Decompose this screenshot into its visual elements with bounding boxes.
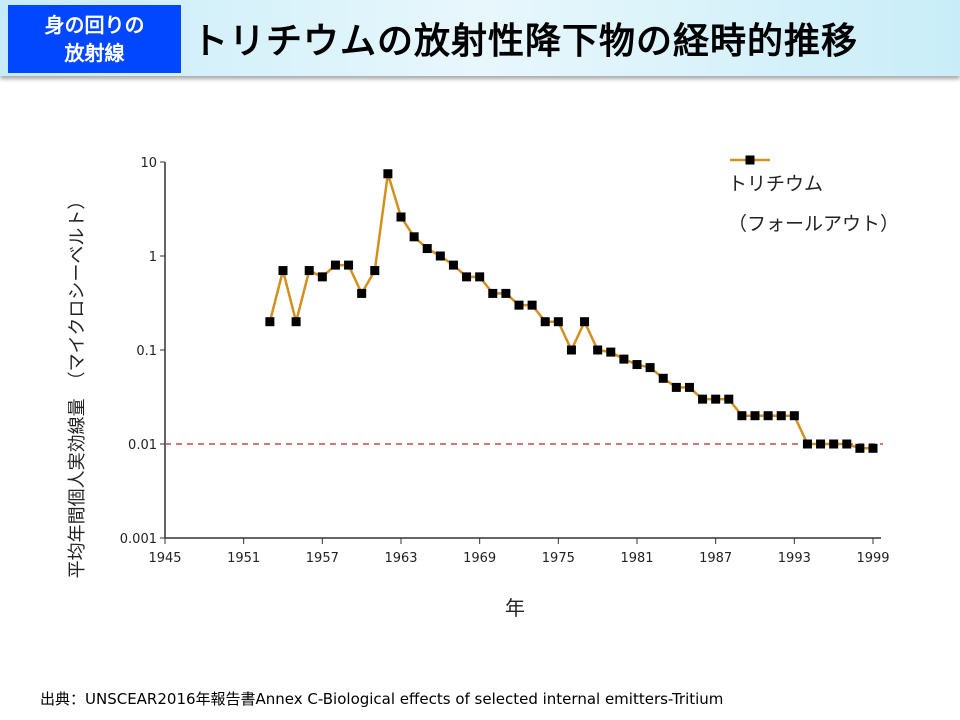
data-point (383, 169, 393, 179)
x-tick-label: 1969 (463, 551, 496, 566)
data-point (593, 345, 603, 355)
y-tick-label: 0.1 (136, 344, 157, 359)
data-point (566, 345, 576, 355)
data-point (802, 439, 812, 449)
data-point (409, 232, 419, 242)
data-point (763, 411, 773, 421)
page-title: トリチウムの放射性降下物の経時的推移 (192, 21, 859, 62)
data-point (737, 411, 747, 421)
data-point (606, 347, 616, 357)
data-point (265, 317, 275, 327)
x-tick-label: 1993 (778, 551, 811, 566)
data-point (462, 272, 472, 282)
data-point (619, 354, 629, 364)
data-point (317, 272, 327, 282)
data-point (344, 260, 354, 270)
x-tick-label: 1987 (699, 551, 732, 566)
header-bar: 身の回りの 放射線 トリチウムの放射性降下物の経時的推移 (0, 0, 960, 76)
data-point (330, 260, 340, 270)
data-point (684, 382, 694, 392)
data-point (776, 411, 786, 421)
data-point (396, 212, 406, 222)
data-point (829, 439, 839, 449)
data-point (448, 260, 458, 270)
x-tick-label: 1957 (306, 551, 339, 566)
badge-line2: 放射線 (64, 41, 125, 65)
data-point (789, 411, 799, 421)
legend-label-sub: （フォールアウト） (728, 213, 899, 235)
data-point (304, 266, 314, 276)
x-tick-label: 1999 (856, 551, 889, 566)
data-point (475, 272, 485, 282)
data-point (750, 411, 760, 421)
data-point (855, 443, 865, 453)
data-point (842, 439, 852, 449)
x-tick-label: 1951 (227, 551, 260, 566)
data-point (540, 317, 550, 327)
y-tick-label: 0.001 (120, 532, 157, 547)
legend-marker (745, 155, 755, 165)
source-note: 出典：UNSCEAR2016年報告書Annex C-Biological eff… (40, 690, 724, 708)
data-point (632, 360, 642, 370)
x-axis-label: 年 (505, 596, 525, 620)
data-point (488, 288, 498, 298)
y-tick-label: 0.01 (128, 438, 157, 453)
legend-label: トリチウム (728, 173, 823, 195)
data-point (698, 394, 708, 404)
data-point (501, 288, 511, 298)
data-point (370, 266, 380, 276)
category-badge: 身の回りの 放射線 (8, 5, 181, 73)
data-point (868, 443, 878, 453)
data-point (435, 251, 445, 261)
data-point (658, 373, 668, 383)
x-tick-label: 1963 (384, 551, 417, 566)
data-point (357, 288, 367, 298)
data-point (553, 317, 563, 327)
data-point (291, 317, 301, 327)
data-point (527, 300, 537, 310)
x-tick-label: 1945 (148, 551, 181, 566)
y-tick-label: 1 (149, 250, 157, 265)
data-point (580, 317, 590, 327)
data-point (645, 363, 655, 373)
y-tick-label: 10 (140, 156, 157, 171)
data-point (671, 382, 681, 392)
data-point (514, 300, 524, 310)
data-point (278, 266, 288, 276)
x-tick-label: 1981 (620, 551, 653, 566)
data-point (816, 439, 826, 449)
x-tick-label: 1975 (542, 551, 575, 566)
data-point (724, 394, 734, 404)
badge-line1: 身の回りの (44, 13, 145, 37)
data-point (422, 244, 432, 254)
data-point (711, 394, 721, 404)
y-axis-label: 平均年間個人実効線量 （マイクロシーベルト） (67, 192, 88, 579)
